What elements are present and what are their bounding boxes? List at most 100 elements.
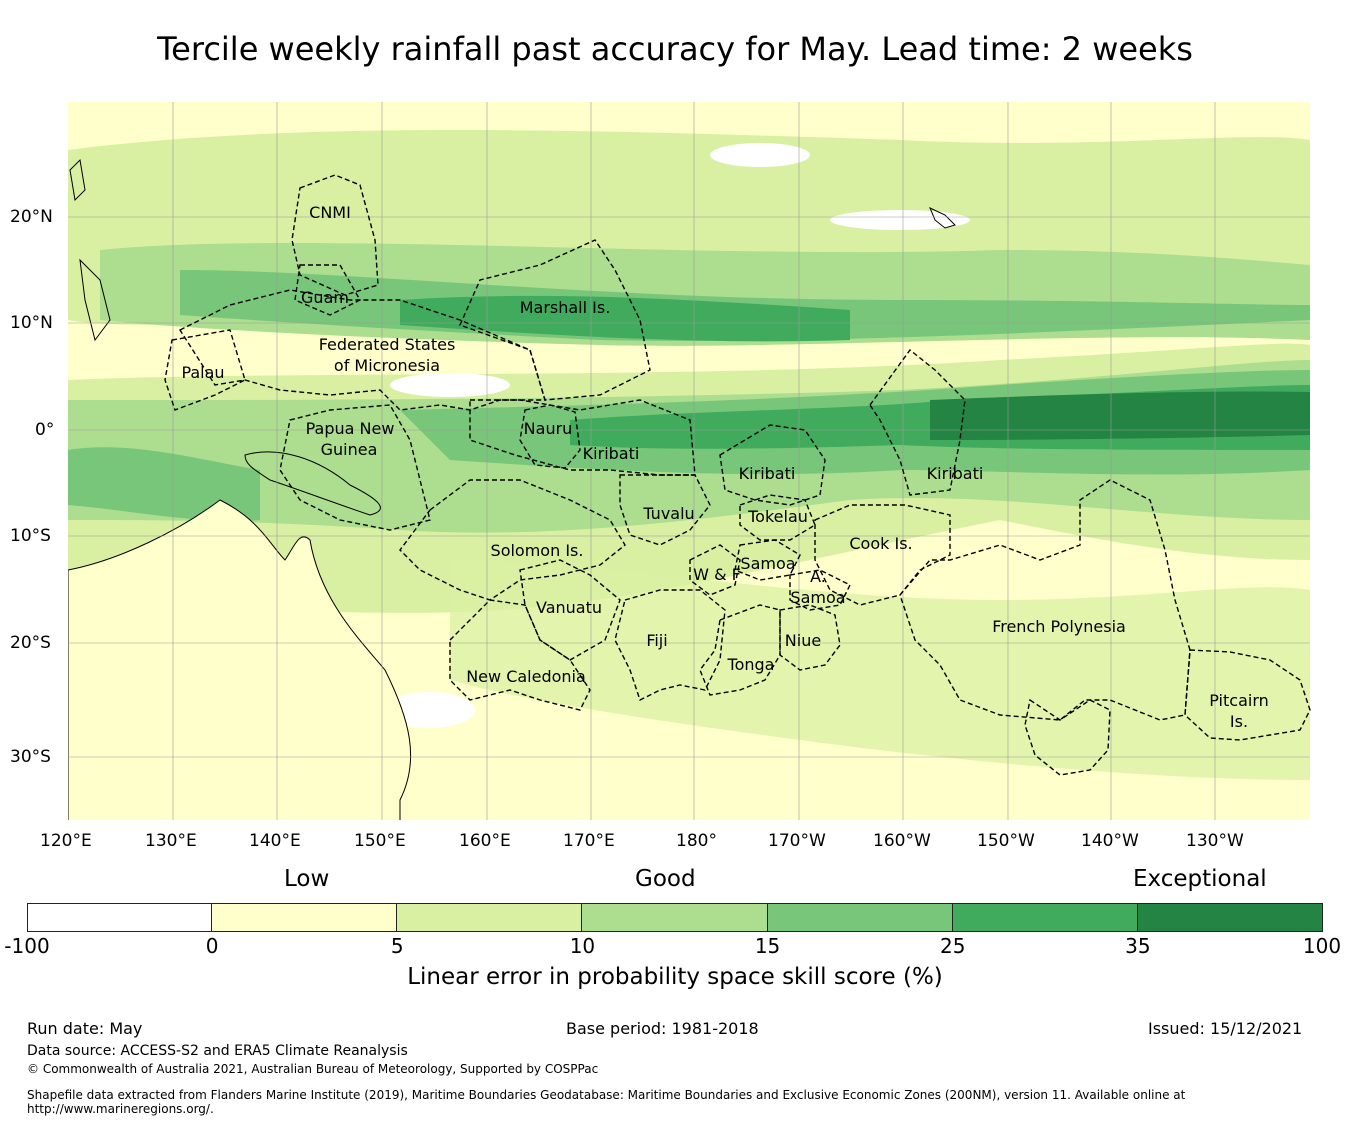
region-label: A. — [810, 567, 826, 586]
legend-category-good: Good — [635, 866, 696, 892]
region-label: Tonga — [727, 655, 775, 674]
region-labels: CNMI Guam Marshall Is. Federated States … — [181, 203, 1268, 731]
region-label: Federated States — [319, 335, 456, 354]
region-label: Vanuatu — [536, 598, 602, 617]
lon-tick-label: 170°E — [563, 831, 615, 851]
colorbar-segment — [582, 903, 768, 932]
eez-palau — [164, 329, 246, 411]
eez-tuvalu — [619, 474, 711, 546]
eez-tokelau — [739, 494, 816, 541]
shapefile-credit: Shapefile data extracted from Flanders M… — [27, 1088, 1186, 1116]
png-patch — [68, 447, 260, 522]
region-label: Samoa — [740, 554, 795, 573]
colorbar-segment — [767, 903, 953, 932]
lon-tick-label: 160°E — [459, 831, 511, 851]
lat-tick-label: 20°N — [10, 207, 53, 227]
lat-tick-label: 10°S — [10, 526, 51, 546]
colorbar-segment — [212, 903, 398, 932]
lat-tick-label: 20°S — [10, 633, 51, 653]
region-label: Niue — [785, 631, 821, 650]
eez-kiribati-phoenix — [719, 424, 826, 506]
region-label: Palau — [181, 363, 224, 382]
region-label: Tuvalu — [642, 504, 694, 523]
eez-guam — [294, 264, 361, 316]
lon-tick-label: 130°W — [1186, 831, 1244, 851]
region-label: Papua New — [306, 419, 395, 438]
legend-category-low: Low — [284, 866, 330, 892]
lon-tick-label: 140°W — [1081, 831, 1139, 851]
run-date: Run date: May — [27, 1019, 143, 1038]
region-label: Kiribati — [583, 444, 640, 463]
region-label: Marshall Is. — [520, 298, 611, 317]
lat-tick-label: 10°N — [10, 313, 53, 333]
lon-tick-label: 170°W — [768, 831, 826, 851]
colorbar-tick-label: 15 — [754, 934, 781, 958]
eez-american-samoa — [789, 569, 851, 611]
region-label: Nauru — [524, 419, 573, 438]
region-label: of Micronesia — [334, 356, 440, 375]
issued-date: Issued: 15/12/2021 — [1148, 1019, 1303, 1038]
colorbar-segment — [952, 903, 1138, 932]
australia-outline — [68, 499, 412, 820]
region-label: New Caledonia — [466, 667, 586, 686]
region-label: French Polynesia — [992, 617, 1126, 636]
eez-niue — [779, 604, 841, 671]
white-patch — [390, 373, 510, 397]
copyright: © Commonwealth of Australia 2021, Austra… — [27, 1062, 599, 1076]
colorbar-tick-label: 0 — [205, 934, 219, 958]
lon-tick-label: 180° — [676, 831, 717, 851]
region-label: Samoa — [790, 588, 845, 607]
lat-tick-label: 0° — [35, 420, 55, 440]
hawaii-outline — [929, 207, 956, 229]
white-patch — [830, 210, 970, 230]
eez-fsm — [178, 289, 546, 411]
region-label: CNMI — [309, 203, 351, 222]
marshall-core — [400, 295, 850, 342]
lat-tick-label: 30°S — [10, 747, 51, 767]
eez-french-polynesia — [899, 479, 1191, 721]
region-label: Guinea — [321, 440, 378, 459]
eez-cook — [814, 504, 951, 606]
eez-boundaries — [164, 174, 1311, 776]
south-pacific-patch — [450, 560, 1310, 780]
region-label: Cook Is. — [849, 534, 912, 553]
lon-tick-label: 150°E — [354, 831, 406, 851]
white-patch — [385, 692, 475, 728]
colorbar-label: Linear error in probability space skill … — [407, 964, 943, 990]
colorbar-tick-label: 35 — [1125, 934, 1151, 958]
eez-kiribati-line — [869, 348, 966, 496]
colorbar-frame — [27, 903, 1323, 932]
eez-cnmi — [291, 174, 379, 296]
region-label: Solomon Is. — [491, 541, 584, 560]
region-label: Is. — [1230, 712, 1248, 731]
region-label: Kiribati — [739, 464, 796, 483]
graticule — [68, 102, 1310, 820]
colorbar-segment — [1137, 903, 1323, 932]
eez-pitcairn — [1184, 649, 1311, 741]
region-label: Pitcairn — [1209, 691, 1269, 710]
region-label: Fiji — [646, 631, 667, 650]
lon-tick-label: 120°E — [40, 831, 92, 851]
skill-score-map: CNMI Guam Marshall Is. Federated States … — [68, 102, 1311, 820]
eez-wallis-futuna — [689, 544, 741, 596]
png-outline — [244, 451, 381, 516]
colorbar-segment — [397, 903, 583, 932]
colorbar-tick-label: 10 — [569, 934, 596, 958]
region-label: Tokelau — [747, 507, 808, 526]
lon-tick-label: 130°E — [145, 831, 197, 851]
colorbar-tick-label: -100 — [4, 934, 50, 958]
eez-samoa — [734, 539, 801, 581]
region-label: Kiribati — [927, 464, 984, 483]
data-source: Data source: ACCESS-S2 and ERA5 Climate … — [27, 1043, 408, 1059]
eez-tonga — [699, 604, 781, 696]
white-patch — [710, 143, 810, 167]
eez-austral — [1024, 698, 1111, 776]
map-title: Tercile weekly rainfall past accuracy fo… — [157, 30, 1193, 68]
colorbar-tick-label: 5 — [390, 934, 404, 958]
eez-png — [279, 404, 431, 531]
exceptional-core — [930, 391, 1310, 440]
colorbar-segment — [27, 903, 213, 932]
eez-solomon — [399, 479, 626, 601]
lon-tick-label: 140°E — [249, 831, 301, 851]
lon-tick-label: 160°W — [873, 831, 931, 851]
